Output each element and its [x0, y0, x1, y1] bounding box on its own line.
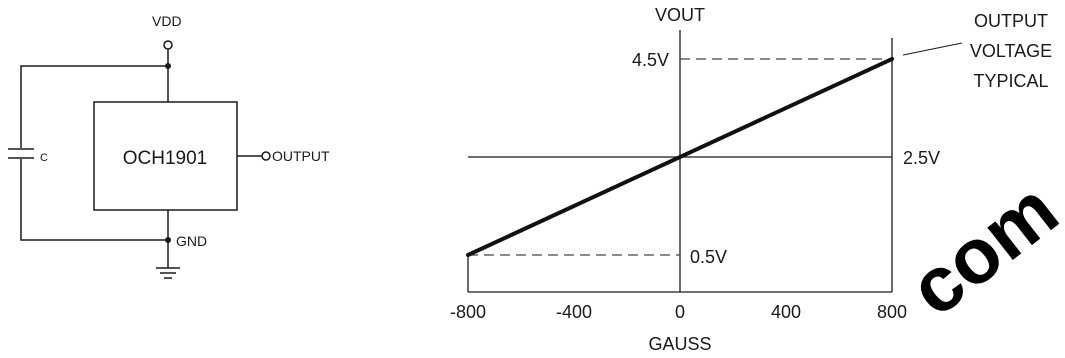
x-tick-label: -400 [556, 302, 592, 322]
watermark-text: com [893, 165, 1065, 333]
series-annotation-line: VOLTAGE [970, 41, 1052, 61]
y-mark-high: 4.5V [632, 50, 669, 70]
series-layer [466, 57, 894, 257]
x-axis-label: GAUSS [648, 334, 711, 354]
x-tick-label: 800 [877, 302, 907, 322]
vdd-terminal [163, 40, 173, 50]
x-tick-label: -800 [450, 302, 486, 322]
bottom-rail-wire [20, 159, 168, 241]
chart-title: VOUT [655, 5, 705, 25]
y-mark-low: 0.5V [690, 247, 727, 267]
output-terminal [261, 151, 271, 161]
x-tick-label: 400 [771, 302, 801, 322]
capacitor-label: C [40, 152, 48, 164]
series-line [466, 57, 894, 257]
vdd-label: VDD [152, 13, 182, 29]
output-voltage-chart: VOUT 4.5V 2.5V 0.5V -800 -400 0 400 800 … [450, 5, 1052, 354]
gnd-label: GND [176, 233, 207, 249]
x-tick-label: 0 [675, 302, 685, 322]
series-annotation-line: TYPICAL [973, 71, 1048, 91]
circuit-schematic: VDD C OCH1901 OUTPUT GND [8, 13, 330, 279]
annotation-leader [902, 42, 963, 56]
watermark: com [893, 165, 1065, 333]
y-mark-mid: 2.5V [903, 148, 940, 168]
ground-symbol-icon [156, 267, 180, 279]
chip-label: OCH1901 [123, 148, 208, 169]
gnd-node [165, 237, 171, 243]
series-annotation-line: OUTPUT [974, 11, 1048, 31]
top-rail-wire [20, 65, 168, 148]
output-label: OUTPUT [272, 148, 330, 164]
